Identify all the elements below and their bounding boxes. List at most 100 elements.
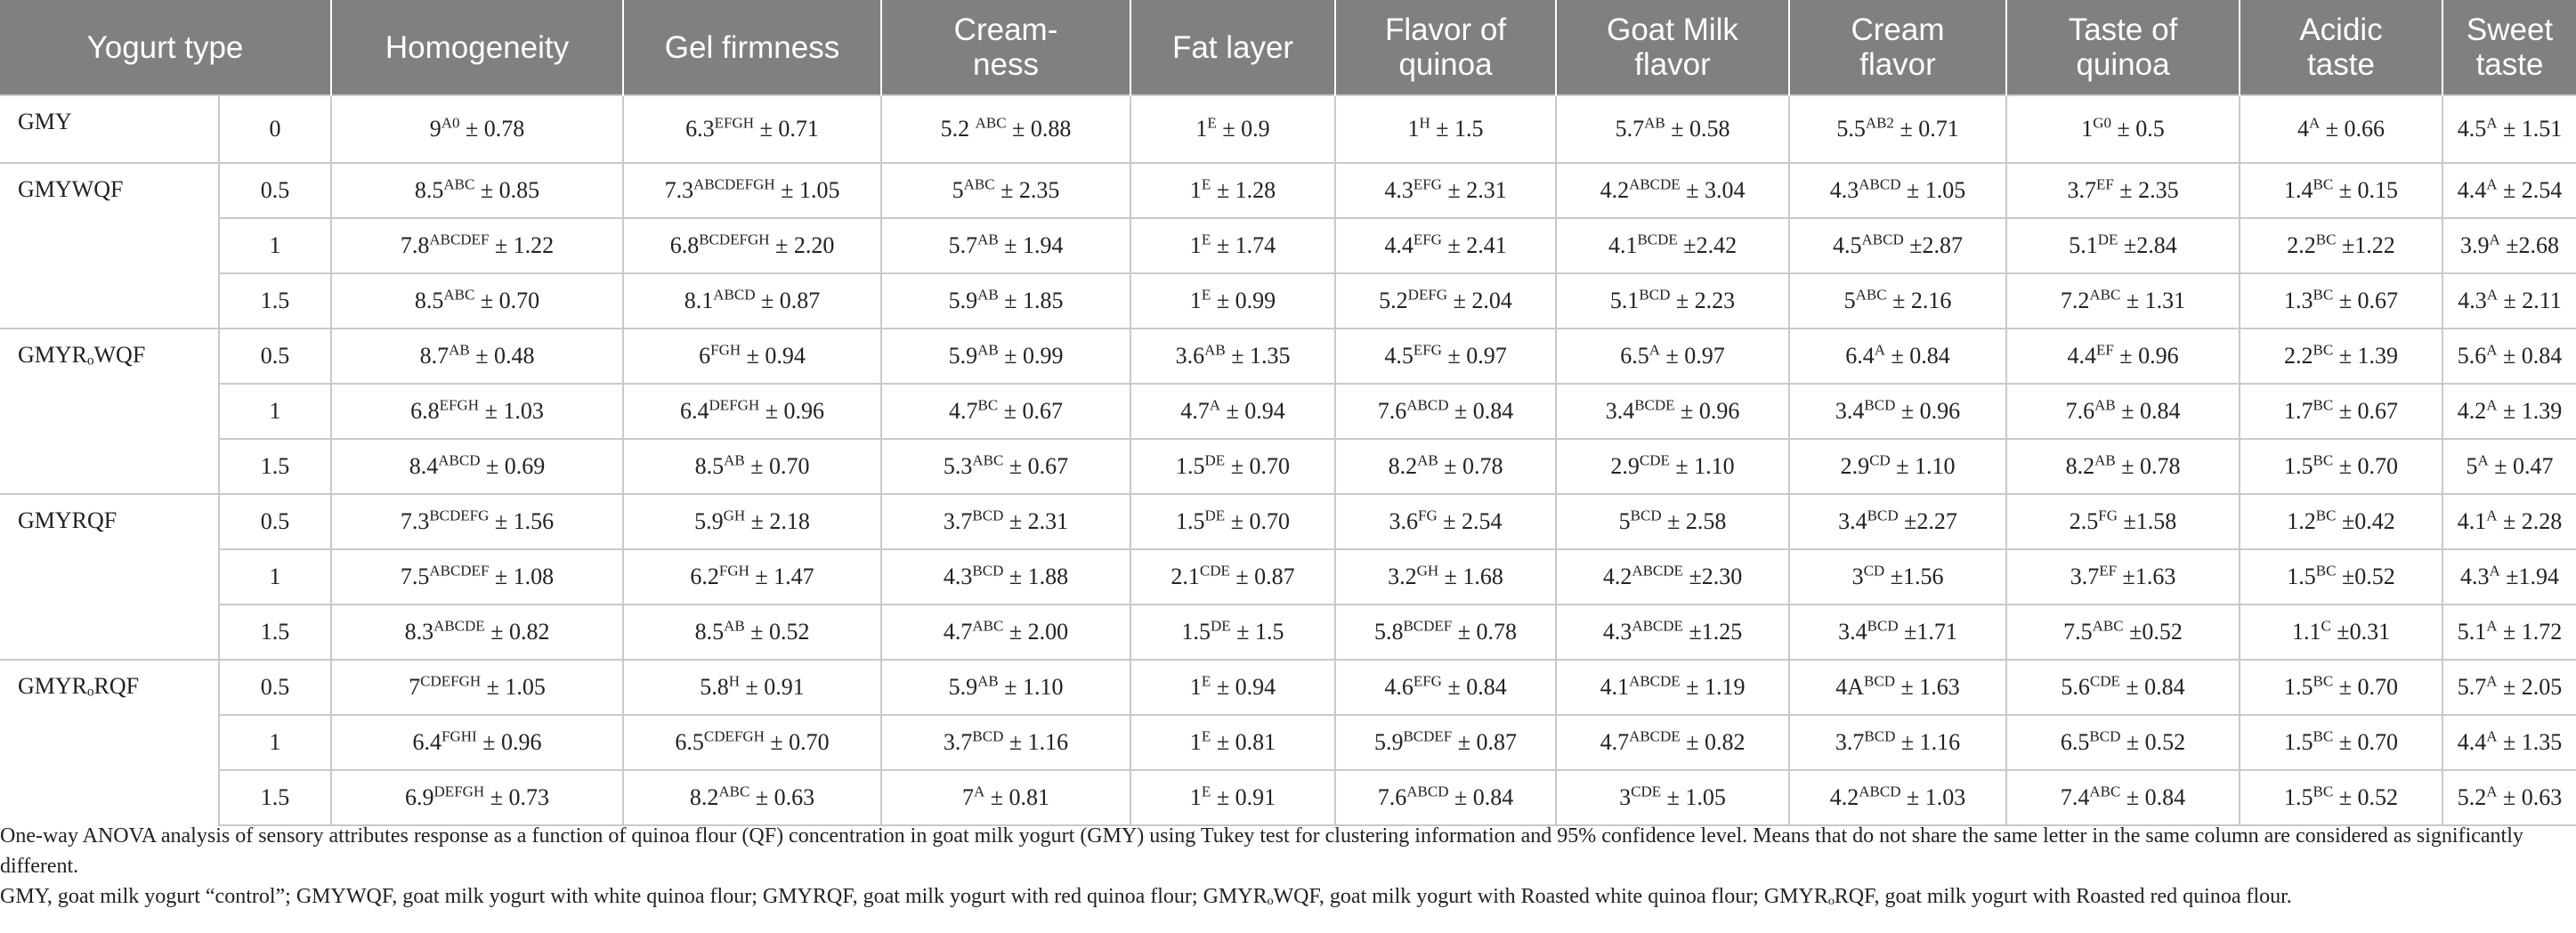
mean-value: 4.7 bbox=[949, 398, 978, 424]
sd-value: ± 0.94 bbox=[746, 343, 806, 369]
mean-value: 8.4 bbox=[409, 453, 439, 479]
mean-value: 4.4 bbox=[2457, 729, 2487, 755]
mean-value: 4.7 bbox=[943, 619, 973, 645]
sd-value: ± 0.96 bbox=[1900, 398, 1961, 424]
sd-value: ± 0.15 bbox=[2338, 177, 2398, 203]
sd-value: ±1.94 bbox=[2506, 564, 2560, 589]
significance-letters: BCD bbox=[1864, 672, 1895, 690]
value-cell: 7.8ABCDEF ± 1.22 bbox=[331, 217, 625, 273]
mean-value: 4.2 bbox=[2457, 398, 2487, 424]
mean-value: 7.3 bbox=[664, 177, 694, 203]
sd-value: ± 2.31 bbox=[1447, 177, 1507, 203]
value-cell: 4.3A ± 2.11 bbox=[2442, 272, 2576, 329]
table-body: GMY 0 9A0 ± 0.78 6.3EFGH ± 0.71 5.2 ABC ± 0.… bbox=[0, 94, 2576, 826]
mean-value: 1.4 bbox=[2284, 177, 2313, 203]
significance-letters: ABCDE bbox=[1629, 727, 1681, 745]
value-cell: 5BCD ± 2.58 bbox=[1556, 493, 1791, 549]
mean-value: 2.9 bbox=[1610, 453, 1640, 479]
significance-letters: BCD bbox=[1867, 617, 1899, 635]
value-cell: 6.4FGHI ± 0.96 bbox=[331, 714, 625, 770]
value-cell: 1.1C ±0.31 bbox=[2240, 604, 2444, 660]
significance-letters: AB bbox=[1644, 114, 1665, 132]
mean-value: 8.3 bbox=[404, 619, 434, 645]
mean-value: 6 bbox=[699, 343, 711, 369]
mean-value: 7.5 bbox=[400, 564, 430, 589]
significance-letters: BCDEF bbox=[1403, 727, 1453, 745]
table-row: GMYRQF 0.5 7.3BCDEFG ± 1.56 5.9GH ± 2.18 3.7… bbox=[0, 493, 2576, 660]
significance-letters: CD bbox=[1869, 451, 1891, 469]
sd-value: ± 0.96 bbox=[765, 398, 824, 424]
value-cell: 4.7ABCDE ± 0.82 bbox=[1556, 714, 1791, 770]
value-cell: 4.1ABCDE ± 1.19 bbox=[1556, 659, 1791, 715]
mean-value: 4.3 bbox=[2459, 564, 2490, 589]
mean-value: 4.1 bbox=[1608, 232, 1638, 258]
mean-value: 7 bbox=[409, 674, 421, 700]
column-header: Goat Milk flavor bbox=[1556, 0, 1791, 95]
value-cell: 7.5ABCDEF ± 1.08 bbox=[331, 548, 625, 604]
mean-value: 5.1 bbox=[2457, 619, 2487, 645]
sd-value: ± 0.84 bbox=[1454, 784, 1514, 810]
significance-letters: E bbox=[1201, 727, 1211, 745]
mean-value: 3.7 bbox=[943, 508, 973, 534]
significance-letters: A bbox=[2486, 396, 2498, 414]
value-cell: 4.2ABCDE ±2.30 bbox=[1556, 548, 1791, 604]
concentration-cell: 0.5 bbox=[219, 162, 333, 218]
value-cell: 3CD ±1.56 bbox=[1789, 548, 2008, 604]
value-cell: 4.4EFG ± 2.41 bbox=[1335, 217, 1558, 273]
table-row: 1.5 6.9DEFGH ± 0.73 8.2ABC ± 0.63 7A ± 0.81… bbox=[0, 769, 2576, 826]
value-cell: 6FGH ± 0.94 bbox=[623, 328, 883, 384]
sd-value: ± 0.84 bbox=[2126, 784, 2186, 810]
sd-value: ± 1.03 bbox=[1906, 784, 1966, 810]
significance-letters: A bbox=[2486, 727, 2498, 745]
value-cell: 2.2BC ±1.22 bbox=[2240, 217, 2444, 273]
mean-value: 4.7 bbox=[1180, 398, 1210, 424]
significance-letters: BC bbox=[2313, 286, 2334, 304]
value-cell: 8.5ABC ± 0.70 bbox=[331, 272, 625, 329]
mean-value: 4.5 bbox=[1384, 343, 1414, 369]
sd-value: ± 2.04 bbox=[1453, 288, 1512, 313]
sd-value: ± 1.05 bbox=[1906, 177, 1966, 203]
significance-letters: DE bbox=[1204, 451, 1226, 469]
mean-value: 6.5 bbox=[2060, 729, 2090, 755]
sd-value: ± 0.84 bbox=[1454, 398, 1514, 424]
significance-letters: A bbox=[2308, 114, 2321, 132]
significance-letters: ABCDE bbox=[433, 617, 485, 635]
significance-letters: A bbox=[2486, 672, 2498, 690]
mean-value: 8.5 bbox=[414, 288, 444, 313]
significance-letters: BC bbox=[2313, 783, 2334, 800]
significance-letters: AB bbox=[2094, 451, 2116, 469]
mean-value: 5.2 bbox=[2457, 784, 2487, 810]
mean-value: 4.2 bbox=[1829, 784, 1859, 810]
sd-value: ± 1.31 bbox=[2126, 288, 2186, 313]
significance-letters: ABCD bbox=[1859, 175, 1901, 193]
mean-value: 4.6 bbox=[1384, 674, 1414, 700]
value-cell: 3.4BCD ±1.71 bbox=[1789, 604, 2008, 660]
value-cell: 3.9A ±2.68 bbox=[2442, 217, 2576, 273]
value-cell: 5.7A ± 2.05 bbox=[2442, 659, 2576, 715]
significance-letters: DEFGH bbox=[433, 783, 485, 800]
sd-value: ± 0.70 bbox=[770, 729, 830, 755]
significance-letters: BCDE bbox=[1637, 231, 1678, 248]
significance-letters: A0 bbox=[441, 114, 460, 132]
value-cell: 5.5AB2 ± 0.71 bbox=[1789, 94, 2008, 163]
sd-value: ± 0.5 bbox=[2117, 116, 2165, 142]
value-cell: 3.4BCD ± 0.96 bbox=[1789, 383, 2008, 439]
significance-letters: DEFGH bbox=[709, 396, 760, 414]
mean-value: 1.5 bbox=[1181, 619, 1211, 645]
sd-value: ± 1.35 bbox=[2503, 729, 2563, 755]
value-cell: 1E ± 1.74 bbox=[1130, 217, 1337, 273]
sd-value: ± 1.56 bbox=[494, 508, 555, 534]
sd-value: ±2.87 bbox=[1909, 232, 1964, 258]
sd-value: ± 1.16 bbox=[1900, 729, 1961, 755]
yogurt-type-cell: GMYRₒWQF bbox=[0, 328, 220, 494]
mean-value: 5.3 bbox=[943, 453, 973, 479]
value-cell: 6.4A ± 0.84 bbox=[1789, 328, 2008, 384]
significance-letters: ABC bbox=[2089, 286, 2121, 304]
significance-letters: EFG bbox=[1413, 175, 1442, 193]
mean-value: 4.1 bbox=[2457, 508, 2487, 534]
yogurt-type-cell: GMYWQF bbox=[0, 162, 220, 329]
sd-value: ± 2.58 bbox=[1667, 508, 1727, 534]
mean-value: 3.6 bbox=[1389, 508, 1419, 534]
sd-value: ± 2.18 bbox=[750, 508, 810, 534]
sd-value: ±2.27 bbox=[1904, 508, 1957, 534]
